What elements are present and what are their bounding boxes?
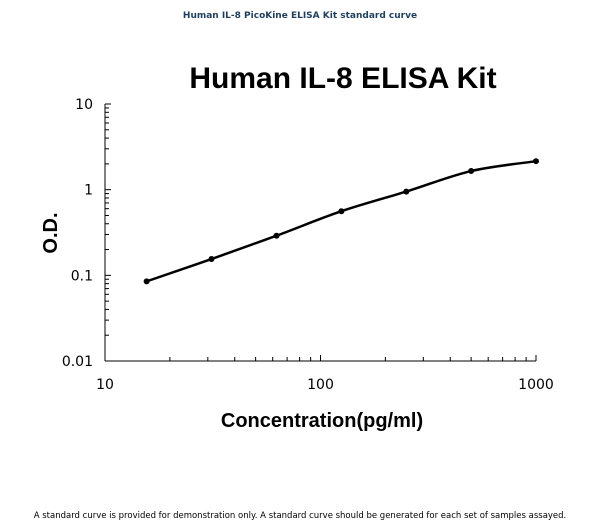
x-axis-label: Concentration(pg/ml) <box>221 410 423 432</box>
data-point <box>338 208 345 215</box>
series-line <box>146 159 537 283</box>
y-tick-label: 0.01 <box>62 354 93 370</box>
y-tick-label: 1 <box>84 183 93 199</box>
data-point <box>403 188 410 195</box>
data-point <box>208 256 215 263</box>
x-tick-label: 100 <box>307 377 334 393</box>
y-tick-label: 0.1 <box>71 268 93 284</box>
x-tick-label: 1000 <box>518 377 554 393</box>
data-point <box>468 168 475 175</box>
disclaimer-note: A standard curve is provided for demonst… <box>33 511 567 521</box>
y-axis-label: O.D. <box>40 212 62 253</box>
chart-title: Human IL-8 ELISA Kit <box>189 62 496 95</box>
y-tick-label: 10 <box>75 97 93 113</box>
chart-caption: Human IL-8 PicoKine ELISA Kit standard c… <box>182 11 418 21</box>
x-tick-label: 10 <box>96 377 114 393</box>
data-point <box>143 278 150 285</box>
data-point <box>273 232 280 239</box>
data-point <box>533 158 539 165</box>
